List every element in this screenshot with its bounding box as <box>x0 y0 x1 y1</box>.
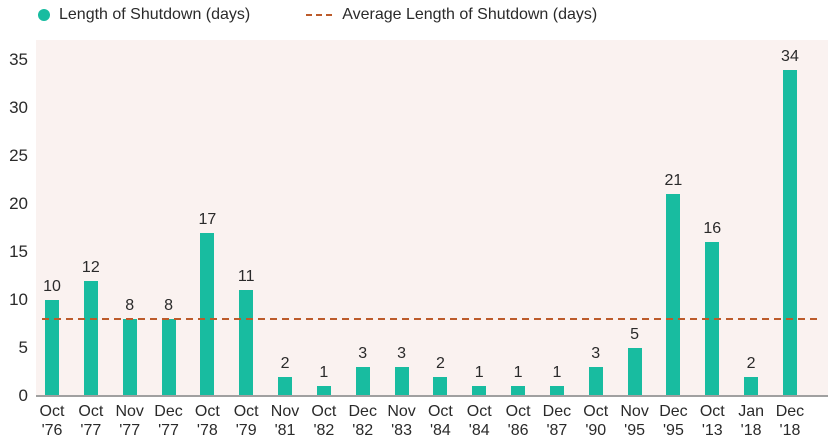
x-axis-label: Dec '87 <box>542 403 572 439</box>
chart-legend: Length of Shutdown (days) Average Length… <box>38 6 597 24</box>
legend-item-average: Average Length of Shutdown (days) <box>306 6 597 24</box>
bar <box>200 232 215 395</box>
bar-value-label: 16 <box>703 220 722 238</box>
bar-value-label: 17 <box>198 210 217 228</box>
y-axis-tick-label: 35 <box>9 50 28 69</box>
bar <box>511 386 526 395</box>
y-axis-tick-label: 25 <box>9 146 28 165</box>
x-axis-line <box>36 395 828 397</box>
bar-value-label: 2 <box>280 354 290 372</box>
x-axis-label: Dec '95 <box>659 403 688 439</box>
bar-value-label: 1 <box>319 364 329 382</box>
x-axis-label: Oct '90 <box>583 403 609 439</box>
bar <box>161 319 176 395</box>
legend-item-shutdown-length: Length of Shutdown (days) <box>38 6 250 24</box>
bar-value-label: 8 <box>125 297 135 315</box>
bar-value-label: 21 <box>664 172 683 190</box>
x-axis-label: Oct '13 <box>699 403 725 439</box>
x-axis-label: Oct '86 <box>505 403 531 439</box>
bar <box>627 348 642 395</box>
legend-dot-icon <box>38 9 50 21</box>
x-axis-label: Oct '78 <box>194 403 220 439</box>
bar <box>782 69 797 395</box>
x-axis-label: Oct '84 <box>427 403 453 439</box>
x-axis-label: Oct '77 <box>78 403 104 439</box>
x-axis-label: Nov '95 <box>620 403 649 439</box>
average-line <box>42 317 822 320</box>
x-axis-label: Nov '83 <box>387 403 416 439</box>
bar-value-label: 34 <box>781 47 799 65</box>
bar <box>588 367 603 395</box>
bar <box>433 376 448 395</box>
x-axis-label: Oct '76 <box>39 403 65 439</box>
legend-label-shutdown-length: Length of Shutdown (days) <box>59 6 251 23</box>
bar <box>355 367 370 395</box>
bar <box>278 376 293 395</box>
bar-value-label: 10 <box>43 278 61 295</box>
bar-value-label: 1 <box>474 364 484 382</box>
x-axis-label: Dec '82 <box>348 403 377 439</box>
bar-value-label: 3 <box>397 345 406 363</box>
bar <box>666 194 681 395</box>
bar <box>316 386 331 395</box>
x-axis-label: Nov '81 <box>270 403 300 439</box>
x-axis-label: Nov '77 <box>115 403 144 439</box>
bar-value-label: 11 <box>237 268 255 286</box>
x-axis-label: Dec '77 <box>154 403 183 439</box>
bar <box>239 290 254 395</box>
x-axis-label: Oct '82 <box>311 403 337 439</box>
bar-value-label: 2 <box>435 354 445 372</box>
y-axis-tick-label: 5 <box>18 338 28 357</box>
y-axis-tick-label: 15 <box>9 242 28 261</box>
bar <box>122 319 137 395</box>
y-axis-tick-label: 30 <box>9 98 28 117</box>
legend-label-average: Average Length of Shutdown (days) <box>342 6 598 23</box>
x-axis-label: Dec '18 <box>775 403 805 439</box>
bar-value-label: 1 <box>552 364 562 382</box>
bar-value-label: 8 <box>164 297 173 315</box>
bar-value-label: 3 <box>358 345 368 363</box>
bar-value-label: 3 <box>591 345 601 363</box>
bar <box>744 376 759 395</box>
bar-value-label: 2 <box>746 354 756 372</box>
x-axis-label: Oct '79 <box>233 403 259 439</box>
x-axis-label: Oct '84 <box>466 403 492 439</box>
bar-value-label: 12 <box>81 258 100 276</box>
bar <box>83 280 98 395</box>
x-axis-label: Jan '18 <box>738 403 764 439</box>
y-axis-tick-label: 20 <box>9 194 28 213</box>
legend-dash-icon <box>306 14 334 16</box>
bar <box>394 367 409 395</box>
y-axis-tick-label: 10 <box>9 290 28 309</box>
y-axis-tick-label: 0 <box>18 386 28 405</box>
bar <box>472 386 487 395</box>
bar-value-label: 5 <box>630 326 640 343</box>
bar <box>45 300 59 395</box>
bar <box>549 386 564 395</box>
bar-value-label: 1 <box>513 364 523 382</box>
